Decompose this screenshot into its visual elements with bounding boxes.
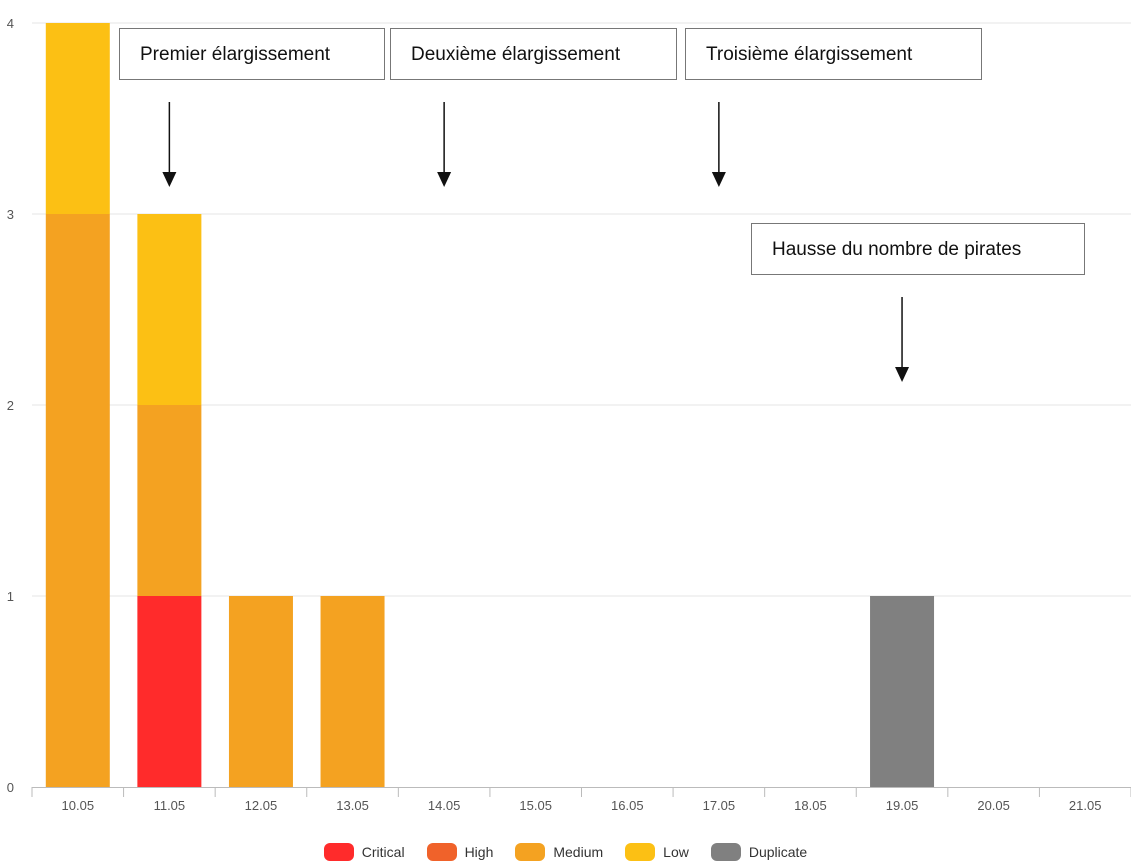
legend-swatch — [515, 843, 546, 861]
bar-medium-12.05 — [228, 596, 293, 787]
x-tick-label: 13.05 — [336, 798, 369, 813]
annotation-deuxieme-elargissement: Deuxième élargissement — [390, 28, 677, 80]
y-tick-label: 2 — [7, 398, 14, 413]
legend-label: High — [464, 844, 494, 860]
legend-swatch — [710, 843, 741, 861]
annotation-label: Deuxième élargissement — [411, 43, 621, 65]
legend-label: Duplicate — [748, 844, 808, 860]
legend: Critical High Medium Low Duplicate — [0, 843, 1131, 861]
legend-label: Critical — [361, 844, 405, 860]
legend-item-duplicate[interactable]: Duplicate — [710, 843, 808, 861]
x-tick-label: 21.05 — [1069, 798, 1102, 813]
stacked-bar-chart: 0 1 2 3 4 10.05 11.05 12.05 13.05 14.05 15.05 16.05… — [7, 16, 1131, 813]
y-tick-label: 4 — [7, 16, 14, 31]
legend-item-high[interactable]: High — [426, 843, 494, 861]
x-tick-label: 18.05 — [794, 798, 827, 813]
y-tick-label: 3 — [7, 207, 14, 222]
bar-low-10.05 — [45, 23, 110, 214]
annotation-label: Troisième élargissement — [706, 43, 913, 65]
legend-item-critical[interactable]: Critical — [323, 843, 405, 861]
bar-duplicate-19.05 — [870, 596, 935, 787]
legend-swatch — [323, 843, 354, 861]
x-tick-label: 14.05 — [428, 798, 461, 813]
x-tick-label: 10.05 — [62, 798, 95, 813]
x-tick-label: 11.05 — [154, 798, 186, 813]
annotation-arrow-head — [162, 172, 177, 187]
bar-low-11.05 — [137, 214, 202, 405]
annotation-troisieme-elargissement: Troisième élargissement — [685, 28, 982, 80]
x-tick-label: 12.05 — [245, 798, 278, 813]
x-tick-label: 15.05 — [519, 798, 552, 813]
x-tick-label: 19.05 — [886, 798, 919, 813]
legend-label: Low — [663, 844, 689, 860]
annotation-arrow-head — [895, 367, 910, 382]
legend-swatch — [426, 843, 457, 861]
legend-item-low[interactable]: Low — [625, 843, 689, 861]
legend-label: Medium — [553, 844, 604, 860]
annotation-hausse-pirates: Hausse du nombre de pirates — [751, 223, 1085, 275]
y-tick-label: 0 — [7, 780, 14, 795]
bar-medium-10.05 — [45, 214, 110, 787]
annotation-label: Hausse du nombre de pirates — [772, 238, 1022, 260]
bar-critical-11.05 — [137, 596, 202, 787]
y-tick-label: 1 — [7, 589, 14, 604]
legend-swatch — [625, 843, 656, 861]
annotation-arrow-head — [711, 172, 726, 187]
annotation-label: Premier élargissement — [140, 43, 331, 65]
legend-item-medium[interactable]: Medium — [515, 843, 603, 861]
annotation-arrow-head — [437, 172, 452, 187]
x-tick-label: 17.05 — [703, 798, 736, 813]
x-tick-label: 20.05 — [977, 798, 1010, 813]
bar-medium-11.05 — [137, 405, 202, 596]
x-tick-label: 16.05 — [611, 798, 644, 813]
annotation-premier-elargissement: Premier élargissement — [119, 28, 385, 80]
bar-medium-13.05 — [320, 596, 385, 787]
